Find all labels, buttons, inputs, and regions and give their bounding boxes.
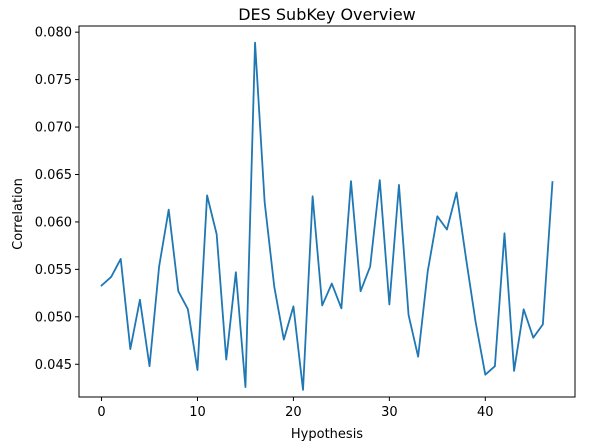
x-tick-label: 20: [285, 405, 302, 420]
data-point: [187, 308, 189, 310]
y-tick-label: 0.075: [35, 73, 72, 88]
data-point: [398, 184, 400, 186]
data-point: [129, 348, 131, 350]
data-point: [245, 386, 247, 388]
data-point: [110, 276, 112, 278]
data-point: [216, 233, 218, 235]
data-point: [197, 369, 199, 371]
data-point: [552, 181, 554, 183]
data-point: [235, 271, 237, 273]
data-point: [120, 258, 122, 260]
data-point: [302, 389, 304, 391]
data-point: [158, 266, 160, 268]
y-axis-label: Correlation: [11, 178, 26, 250]
data-point: [283, 339, 285, 341]
data-point: [408, 314, 410, 316]
data-point: [254, 42, 256, 44]
chart-title: DES SubKey Overview: [238, 5, 416, 24]
plot-area: [100, 41, 554, 391]
data-point: [542, 324, 544, 326]
y-axis-ticks: 0.045 0.050 0.055 0.060 0.065 0.070 0.075 0.080: [35, 26, 79, 373]
data-point: [340, 307, 342, 309]
data-point: [513, 370, 515, 372]
y-tick-label: 0.045: [35, 358, 72, 373]
x-tick-label: 0: [97, 405, 105, 420]
data-point: [484, 374, 486, 376]
data-point: [293, 305, 295, 307]
y-tick-label: 0.080: [35, 26, 72, 41]
data-point: [177, 290, 179, 292]
data-point: [331, 283, 333, 285]
y-tick-label: 0.050: [35, 310, 72, 325]
data-point: [417, 356, 419, 358]
data-point: [523, 308, 525, 310]
data-point: [264, 201, 266, 203]
data-point: [456, 192, 458, 194]
x-axis-label: Hypothesis: [291, 427, 363, 442]
data-point: [388, 304, 390, 306]
data-point: [369, 266, 371, 268]
data-point: [379, 179, 381, 181]
y-tick-label: 0.065: [35, 168, 72, 183]
y-tick-label: 0.070: [35, 121, 72, 136]
data-point: [465, 258, 467, 260]
y-tick-label: 0.055: [35, 263, 72, 278]
data-point: [436, 215, 438, 217]
data-point: [225, 359, 227, 361]
data-point: [139, 299, 141, 301]
plot-frame: [78, 25, 576, 398]
data-point: [101, 285, 103, 287]
data-point: [475, 322, 477, 324]
data-point: [446, 229, 448, 231]
data-point: [312, 195, 314, 197]
data-point: [494, 365, 496, 367]
data-point: [427, 270, 429, 272]
data-point: [504, 232, 506, 234]
data-point: [532, 337, 534, 339]
data-point: [360, 290, 362, 292]
data-point: [321, 305, 323, 307]
x-axis-ticks: 0 10 20 30 40: [97, 397, 494, 420]
x-tick-label: 10: [189, 405, 206, 420]
y-tick-label: 0.060: [35, 215, 72, 230]
data-point: [273, 286, 275, 288]
x-tick-label: 40: [477, 405, 494, 420]
data-point: [168, 209, 170, 211]
data-point: [350, 180, 352, 182]
x-tick-label: 30: [381, 405, 398, 420]
data-point: [149, 365, 151, 367]
data-point: [206, 194, 208, 196]
series-line-0: [100, 41, 554, 391]
